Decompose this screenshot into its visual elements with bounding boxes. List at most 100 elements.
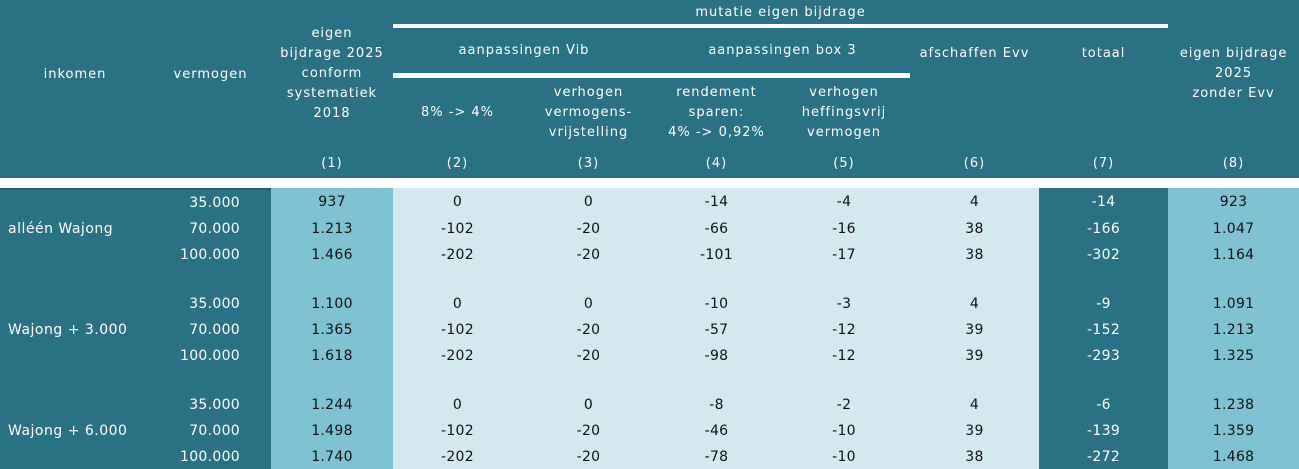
separator-cell (910, 369, 1039, 392)
group-label-empty-cell (0, 392, 150, 418)
value-cell-col8: 1.359 (1168, 418, 1299, 444)
value-cell-col4: -10 (655, 291, 778, 317)
header-group-aanpassingen-box3: aanpassingen box 3 (655, 28, 910, 78)
value-cell-col7: -152 (1039, 317, 1169, 343)
header-group-aanpassingen-vib: aanpassingen Vib (393, 28, 655, 78)
value-cell-col5: -2 (778, 392, 910, 418)
separator-cell (1168, 268, 1299, 291)
value-cell-col3: 0 (522, 291, 655, 317)
value-cell-col6: 39 (910, 317, 1039, 343)
value-cell-col1: 937 (271, 188, 393, 216)
value-cell-col3: -20 (522, 418, 655, 444)
value-cell-col1: 1.365 (271, 317, 393, 343)
separator-cell (0, 268, 150, 291)
value-cell-col3: -20 (522, 242, 655, 268)
value-cell-col7: -14 (1039, 188, 1169, 216)
value-cell-col7: -272 (1039, 444, 1169, 469)
value-cell-col1: 1.740 (271, 444, 393, 469)
separator-cell (150, 268, 271, 291)
header-sub-col6-empty (910, 78, 1039, 148)
value-cell-col3: -20 (522, 317, 655, 343)
table-row: 35.000 1.244 0 0 -8 -2 4 -6 1.238 (0, 392, 1299, 418)
header-row-column-numbers: (1) (2) (3) (4) (5) (6) (7) (8) (0, 148, 1299, 178)
column-number-4: (4) (655, 148, 778, 178)
value-cell-col7: -293 (1039, 343, 1169, 369)
vermogen-cell: 35.000 (150, 188, 271, 216)
value-cell-col3: -20 (522, 444, 655, 469)
header-inkomen: inkomen (0, 0, 150, 148)
group-label-empty-cell (0, 242, 150, 268)
header-afschaffen-evv: afschaffen Evv (910, 28, 1039, 78)
column-number-6: (6) (910, 148, 1039, 178)
header-vermogen: vermogen (150, 0, 271, 148)
group-label-empty-cell (0, 444, 150, 469)
value-cell-col5: -3 (778, 291, 910, 317)
header-sub-col4: rendement sparen: 4% -> 0,92% (655, 78, 778, 148)
header-totaal: totaal (1039, 28, 1169, 78)
value-cell-col4: -8 (655, 392, 778, 418)
value-cell-col4: -46 (655, 418, 778, 444)
value-cell-col6: 38 (910, 444, 1039, 469)
vermogen-cell: 70.000 (150, 418, 271, 444)
separator-cell (393, 268, 522, 291)
value-cell-col2: -202 (393, 343, 522, 369)
separator-cell (393, 369, 522, 392)
separator-cell (271, 369, 393, 392)
header-num-inkomen-empty (0, 148, 150, 178)
group-separator-row (0, 369, 1299, 392)
value-cell-col7: -6 (1039, 392, 1169, 418)
value-cell-col2: -102 (393, 216, 522, 242)
value-cell-col8: 1.091 (1168, 291, 1299, 317)
separator-band (0, 178, 1299, 188)
table-row: 100.000 1.618 -202 -20 -98 -12 39 -293 1.325 (0, 343, 1299, 369)
value-cell-col1: 1.618 (271, 343, 393, 369)
value-cell-col2: -202 (393, 444, 522, 469)
separator-cell (0, 369, 150, 392)
vermogen-cell: 100.000 (150, 343, 271, 369)
value-cell-col5: -10 (778, 444, 910, 469)
value-cell-col6: 4 (910, 392, 1039, 418)
column-number-5: (5) (778, 148, 910, 178)
separator-cell (655, 369, 778, 392)
vermogen-cell: 35.000 (150, 392, 271, 418)
table-row: Wajong + 6.000 70.000 1.498 -102 -20 -46 -10 39… (0, 418, 1299, 444)
value-cell-col8: 923 (1168, 188, 1299, 216)
value-cell-col2: -102 (393, 418, 522, 444)
value-cell-col1: 1.100 (271, 291, 393, 317)
value-cell-col8: 1.468 (1168, 444, 1299, 469)
value-cell-col1: 1.466 (271, 242, 393, 268)
group-label-cell: Wajong + 6.000 (0, 418, 150, 444)
value-cell-col4: -78 (655, 444, 778, 469)
value-cell-col3: -20 (522, 343, 655, 369)
header-sub-col7-empty (1039, 78, 1169, 148)
table-row: 35.000 937 0 0 -14 -4 4 -14 923 (0, 188, 1299, 216)
header-col1-eigen-bijdrage-2025: eigen bijdrage 2025 conform systematiek … (271, 0, 393, 148)
header-sub-col3: verhogen vermogens- vrijstelling (522, 78, 655, 148)
separator-cell (778, 369, 910, 392)
header-row-groups: inkomen vermogen eigen bijdrage 2025 con… (0, 0, 1299, 148)
value-cell-col8: 1.213 (1168, 317, 1299, 343)
vermogen-cell: 100.000 (150, 242, 271, 268)
value-cell-col8: 1.164 (1168, 242, 1299, 268)
header-col8-eigen-bijdrage-zonder-evv: eigen bijdrage 2025 zonder Evv (1168, 0, 1299, 148)
value-cell-col5: -12 (778, 343, 910, 369)
column-number-7: (7) (1039, 148, 1169, 178)
value-cell-col2: 0 (393, 392, 522, 418)
header-row-sublabels: 8% -> 4% verhogen vermogens- vrijstellin… (0, 78, 1299, 148)
table-header: inkomen vermogen eigen bijdrage 2025 con… (0, 0, 1299, 188)
column-number-2: (2) (393, 148, 522, 178)
value-cell-col2: 0 (393, 291, 522, 317)
column-number-3: (3) (522, 148, 655, 178)
value-cell-col2: 0 (393, 188, 522, 216)
separator-cell (1168, 369, 1299, 392)
value-cell-col1: 1.244 (271, 392, 393, 418)
value-cell-col5: -10 (778, 418, 910, 444)
value-cell-col8: 1.047 (1168, 216, 1299, 242)
value-cell-col4: -101 (655, 242, 778, 268)
value-cell-col7: -139 (1039, 418, 1169, 444)
header-group-mutatie-eigen-bijdrage: mutatie eigen bijdrage (393, 0, 1169, 28)
group-label-cell: alléén Wajong (0, 216, 150, 242)
value-cell-col5: -16 (778, 216, 910, 242)
table-row: 100.000 1.740 -202 -20 -78 -10 38 -272 1.468 (0, 444, 1299, 469)
